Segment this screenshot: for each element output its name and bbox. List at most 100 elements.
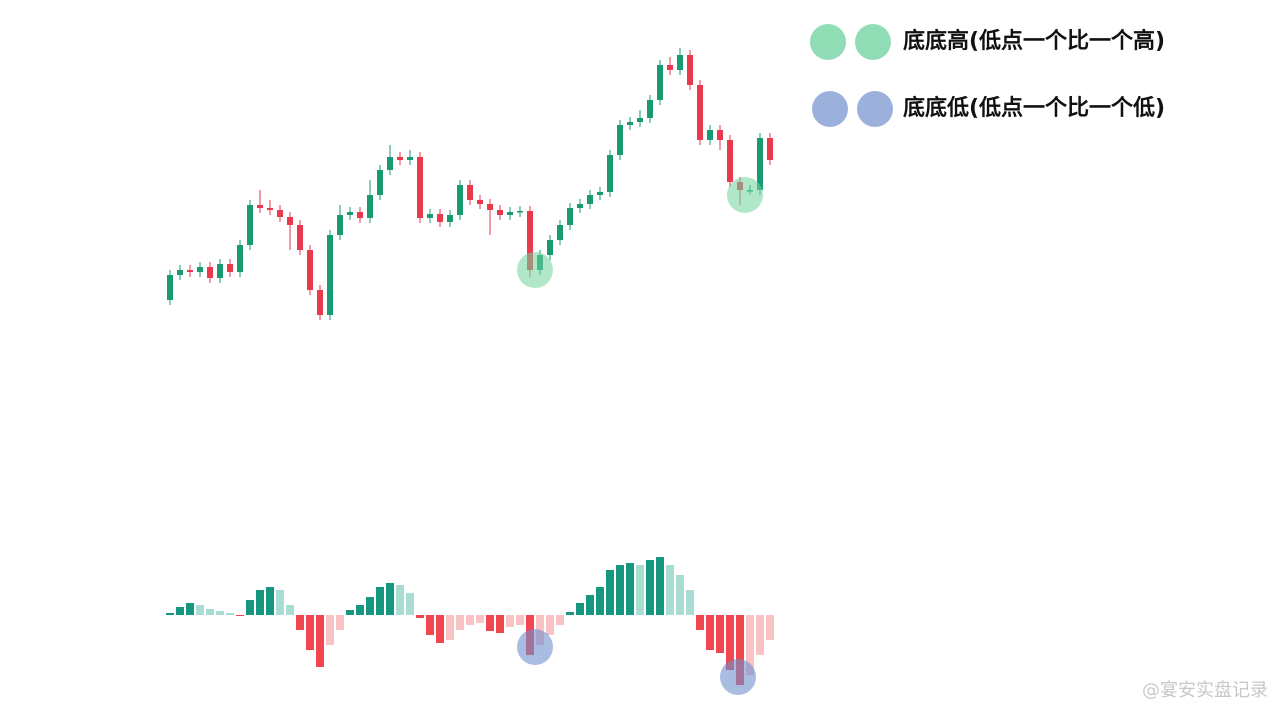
- histogram-bar: [186, 603, 194, 615]
- candle-body: [447, 215, 453, 222]
- histogram-bar: [676, 575, 684, 615]
- histogram-bar: [416, 615, 424, 618]
- candle-body: [597, 192, 603, 195]
- histogram-bar: [286, 605, 294, 615]
- highlight-circle: [517, 629, 553, 665]
- candle-body: [347, 212, 353, 215]
- candle-body: [717, 130, 723, 140]
- histogram-bar: [366, 597, 374, 615]
- histogram-bar: [466, 615, 474, 625]
- histogram-bar: [346, 610, 354, 615]
- candle-body: [317, 290, 323, 315]
- histogram-bar: [316, 615, 324, 667]
- histogram-bar: [246, 600, 254, 615]
- candle-body: [227, 264, 233, 272]
- candle-body: [687, 55, 693, 85]
- candle-body: [677, 55, 683, 70]
- histogram-bar: [726, 615, 734, 670]
- candle-body: [257, 205, 263, 208]
- histogram-bar: [296, 615, 304, 630]
- histogram-bar: [166, 613, 174, 615]
- legend-swatch: [812, 91, 848, 127]
- candle-body: [167, 275, 173, 300]
- candle-body: [277, 210, 283, 217]
- histogram-bar: [196, 605, 204, 615]
- legend-label: 底底高(低点一个比一个高): [903, 28, 1165, 54]
- candle-body: [297, 225, 303, 250]
- histogram-bar: [476, 615, 484, 623]
- legend-label: 底底低(低点一个比一个低): [903, 95, 1165, 121]
- candle-body: [607, 155, 613, 192]
- candle-body: [307, 250, 313, 290]
- candle-body: [377, 170, 383, 195]
- histogram-bar: [636, 565, 644, 615]
- histogram-bar: [456, 615, 464, 630]
- histogram-bar: [426, 615, 434, 635]
- histogram-bar: [236, 615, 244, 616]
- candle-body: [267, 208, 273, 210]
- candle-body: [187, 270, 193, 272]
- histogram-bar: [756, 615, 764, 655]
- histogram-bar: [376, 587, 384, 615]
- candle-body: [527, 211, 533, 270]
- candle-body: [367, 195, 373, 218]
- candle-body: [207, 267, 213, 278]
- histogram-bar: [646, 560, 654, 615]
- candle-body: [407, 157, 413, 160]
- candle-body: [657, 65, 663, 100]
- histogram-bar: [406, 593, 414, 615]
- candle-body: [497, 210, 503, 215]
- candle-body: [617, 125, 623, 155]
- candle-body: [427, 214, 433, 218]
- histogram-bar: [626, 563, 634, 615]
- highlight-circle: [517, 252, 553, 288]
- legend-swatch: [857, 91, 893, 127]
- histogram-bar: [566, 612, 574, 615]
- candle-body: [647, 100, 653, 118]
- histogram-bar: [716, 615, 724, 653]
- histogram-bar: [336, 615, 344, 630]
- histogram-bar: [446, 615, 454, 640]
- candle-body: [767, 138, 773, 160]
- candle-body: [487, 204, 493, 210]
- candle-body: [707, 130, 713, 140]
- histogram-bar: [386, 583, 394, 615]
- histogram-bar: [656, 557, 664, 615]
- histogram-bar: [496, 615, 504, 633]
- candle-body: [287, 217, 293, 225]
- histogram-bar: [436, 615, 444, 643]
- histogram-bar: [746, 615, 754, 675]
- highlight-circle: [727, 177, 763, 213]
- candle-body: [757, 138, 763, 190]
- histogram-bar: [766, 615, 774, 640]
- histogram-bar: [356, 605, 364, 615]
- histogram-bar: [556, 615, 564, 625]
- histogram-bar: [666, 565, 674, 615]
- histogram-bar: [696, 615, 704, 630]
- candle-body: [477, 200, 483, 204]
- candle-body: [637, 118, 643, 122]
- histogram-bar: [596, 587, 604, 615]
- highlight-circle: [720, 659, 756, 695]
- histogram-bar: [506, 615, 514, 627]
- histogram-bar: [586, 595, 594, 615]
- histogram-bar: [546, 615, 554, 635]
- candle-body: [727, 140, 733, 182]
- legend-swatch: [855, 24, 891, 60]
- histogram-bar: [256, 590, 264, 615]
- histogram-bar: [226, 613, 234, 615]
- histogram-bar: [606, 570, 614, 615]
- histogram-bar: [686, 590, 694, 615]
- candle-body: [387, 157, 393, 170]
- candle-body: [697, 85, 703, 140]
- candle-body: [507, 212, 513, 215]
- histogram-bar: [736, 615, 744, 685]
- candle-body: [627, 122, 633, 125]
- candle-body: [217, 264, 223, 278]
- histogram-bar: [176, 607, 184, 615]
- legend-swatch: [810, 24, 846, 60]
- histogram-bar: [306, 615, 314, 650]
- histogram-bar: [616, 565, 624, 615]
- candle-body: [467, 185, 473, 200]
